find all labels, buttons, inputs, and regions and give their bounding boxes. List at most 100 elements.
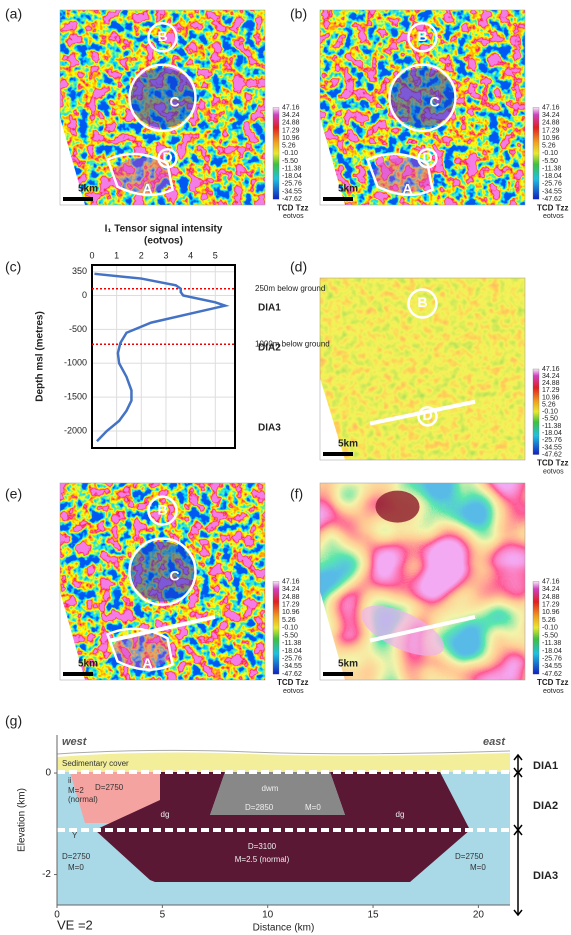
map-label: B bbox=[417, 28, 427, 44]
zone-arrow-heads bbox=[513, 753, 523, 917]
colorbar-tick: -47.62 bbox=[542, 451, 562, 458]
unit-label: dg bbox=[161, 810, 170, 819]
chart-subtitle: (eotvos) bbox=[144, 236, 183, 247]
east-label: east bbox=[483, 736, 506, 748]
unit-label: M=0 bbox=[470, 863, 486, 872]
map-frame bbox=[59, 9, 266, 206]
map-label: B bbox=[157, 501, 167, 517]
unit-label: ii bbox=[68, 776, 72, 785]
colorbar-tick: 34.24 bbox=[542, 586, 560, 593]
x-axis-label: Distance (km) bbox=[253, 923, 315, 934]
colorbar-tick: -5.50 bbox=[542, 632, 558, 639]
colorbar-tick: 5.26 bbox=[542, 401, 556, 408]
colorbar-tick: 34.24 bbox=[542, 112, 560, 119]
colorbar-tick: 10.96 bbox=[282, 609, 300, 616]
west-label: west bbox=[62, 736, 88, 748]
colorbar-tick: 34.24 bbox=[282, 112, 300, 119]
colorbar-tick: 17.29 bbox=[282, 127, 300, 134]
y-tick-label: -2000 bbox=[64, 425, 87, 435]
map-image bbox=[320, 483, 525, 680]
map-label: D bbox=[422, 149, 432, 165]
colorbar bbox=[532, 107, 540, 200]
colorbar-tick: -25.76 bbox=[282, 656, 302, 663]
x-tick-label: 15 bbox=[367, 910, 379, 921]
colorbar-unit: eotvos bbox=[543, 688, 564, 695]
colorbar-tick: 47.16 bbox=[282, 104, 300, 111]
panel-label: (a) bbox=[5, 6, 22, 22]
cross-section bbox=[56, 749, 523, 917]
x-tick-label: 0 bbox=[89, 250, 94, 260]
y-tick-label: -1500 bbox=[64, 392, 87, 402]
scale-bar bbox=[63, 197, 93, 201]
map-label: A bbox=[402, 180, 412, 196]
x-tick-label: 10 bbox=[262, 910, 274, 921]
high-anomaly bbox=[112, 157, 173, 194]
map-label: B bbox=[417, 294, 427, 310]
sediment bbox=[57, 752, 510, 772]
colorbar bbox=[272, 581, 280, 675]
map: BD5km47.1634.2424.8817.2910.965.26-0.10-… bbox=[319, 277, 569, 475]
unit-ii bbox=[70, 772, 160, 823]
unit-label: (normal) bbox=[68, 795, 98, 804]
map-label: A bbox=[142, 180, 152, 196]
y-tick-label: -1000 bbox=[64, 358, 87, 368]
reference-label: 250m below ground bbox=[255, 284, 325, 293]
colorbar-tick: -18.04 bbox=[542, 173, 562, 180]
unit-label: dwm bbox=[262, 784, 279, 793]
unit-label: M=2.5 (normal) bbox=[235, 855, 290, 864]
reference-label: 1000m below ground bbox=[255, 339, 330, 348]
topography bbox=[56, 749, 511, 755]
unit-label: D=2750 bbox=[62, 852, 91, 861]
colorbar-tick: -11.38 bbox=[282, 165, 301, 172]
unit-label: Sedimentary cover bbox=[62, 759, 129, 768]
unit-label: D=2750 bbox=[95, 783, 124, 792]
map-outline-hook bbox=[105, 152, 174, 197]
colorbar-tick: 24.88 bbox=[542, 120, 560, 127]
colorbar-tick: -0.10 bbox=[542, 150, 558, 157]
panel-label: (g) bbox=[5, 713, 22, 729]
colorbar-title: TCD Tzz bbox=[537, 459, 569, 468]
colorbar-tick: -47.62 bbox=[542, 196, 562, 203]
colorbar-tick: -47.62 bbox=[282, 196, 302, 203]
colorbar-tick: -11.38 bbox=[542, 640, 561, 647]
colorbar-title: TCD Tzz bbox=[277, 203, 309, 212]
y-tick-label: 0 bbox=[82, 290, 87, 300]
map-label: D bbox=[162, 149, 172, 165]
x-tick-label: 1 bbox=[114, 250, 119, 260]
low-anomaly bbox=[130, 67, 195, 128]
zone-label: DIA1 bbox=[533, 760, 558, 772]
map-frame bbox=[319, 482, 526, 681]
high-anomaly bbox=[375, 490, 420, 523]
colorbar-tick: -11.38 bbox=[542, 165, 561, 172]
y-tick-label: -2 bbox=[42, 869, 51, 880]
map-outline-circle bbox=[388, 63, 457, 132]
colorbar-tick: -25.76 bbox=[542, 437, 562, 444]
high-anomaly bbox=[361, 605, 444, 656]
colorbar-tick: -18.04 bbox=[542, 648, 562, 655]
colorbar-tick: -5.50 bbox=[542, 158, 558, 165]
colorbar-tick: -11.38 bbox=[542, 423, 561, 430]
map-label: B bbox=[157, 28, 167, 44]
map-outline-circle bbox=[407, 22, 438, 53]
high-anomaly bbox=[372, 157, 433, 194]
colorbar bbox=[532, 581, 540, 675]
high-anomaly bbox=[112, 632, 173, 669]
scale-bar bbox=[323, 672, 353, 676]
map-outline-circle bbox=[147, 495, 178, 526]
zone-label: DIA1 bbox=[258, 303, 281, 314]
colorbar-tick: -25.76 bbox=[542, 656, 562, 663]
unit-label: M=2 bbox=[68, 786, 84, 795]
colorbar-tick: -5.50 bbox=[542, 416, 558, 423]
unit-dg bbox=[95, 772, 470, 882]
y-axis-label: Elevation (km) bbox=[17, 788, 28, 852]
scale-bar bbox=[323, 452, 353, 456]
map-label: A bbox=[142, 655, 152, 671]
map-outline-circle bbox=[407, 288, 438, 319]
colorbar-tick: 17.29 bbox=[542, 601, 560, 608]
colorbar-tick: 5.26 bbox=[542, 143, 556, 150]
note: VE =2 bbox=[57, 917, 93, 932]
profile-line bbox=[369, 615, 476, 643]
panel-label: (b) bbox=[290, 6, 307, 22]
panel-label: (e) bbox=[5, 486, 22, 502]
